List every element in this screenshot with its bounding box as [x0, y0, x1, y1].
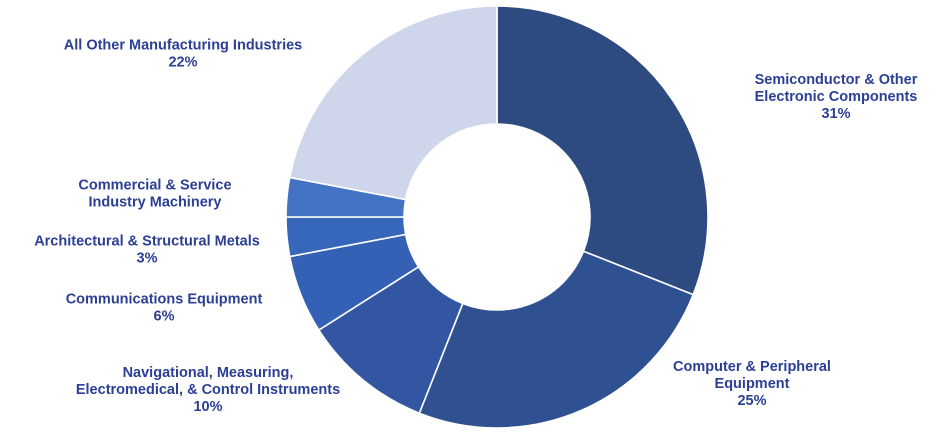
category-label: Equipment — [715, 376, 790, 392]
percent-label: 6% — [154, 309, 175, 325]
category-label: Commercial & Service — [78, 178, 231, 194]
percent-label: 10% — [193, 399, 222, 415]
slice-semiconductor-and-other-electronic-components — [496, 5, 709, 296]
category-label: Computer & Peripheral — [673, 359, 831, 375]
slice-label-navigational-measuring-electromedical-and-control-instruments: Navigational, Measuring,Electromedical, … — [76, 365, 340, 415]
category-label: Navigational, Measuring, — [123, 365, 294, 381]
donut-slices — [285, 5, 709, 429]
category-label: Communications Equipment — [66, 292, 263, 308]
category-label: Electronic Components — [755, 89, 918, 105]
percent-label: 25% — [737, 393, 766, 409]
slice-all-other-manufacturing-industries — [288, 5, 498, 201]
percent-label: 31% — [821, 106, 850, 122]
category-label: Architectural & Structural Metals — [34, 234, 260, 250]
slice-computer-and-peripheral-equipment — [418, 250, 695, 429]
category-label: Electromedical, & Control Instruments — [76, 382, 340, 398]
category-label: Semiconductor & Other — [755, 72, 918, 88]
category-label: All Other Manufacturing Industries — [64, 38, 302, 54]
percent-label: 22% — [168, 55, 197, 71]
percent-label: 3% — [137, 251, 158, 267]
category-label: Industry Machinery — [89, 195, 222, 211]
